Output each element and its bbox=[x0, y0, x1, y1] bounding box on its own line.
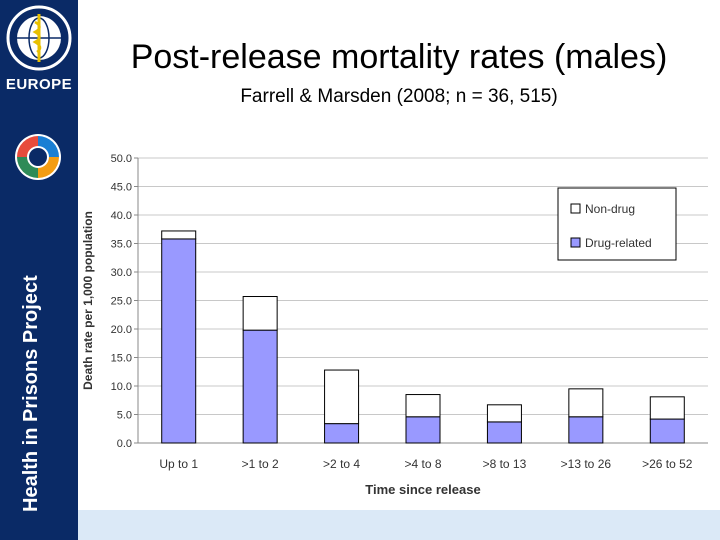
y-tick-label: 25.0 bbox=[111, 296, 132, 308]
legend-label-drug-related: Drug-related bbox=[585, 236, 652, 250]
sidebar: EUROPE Health in Prisons Project bbox=[0, 0, 78, 540]
bar-drug-related bbox=[649, 418, 685, 444]
y-tick-label: 15.0 bbox=[111, 353, 132, 365]
bar-drug-related bbox=[568, 416, 604, 444]
bar-non-drug bbox=[324, 369, 360, 425]
bar-drug-related bbox=[161, 238, 197, 444]
bar-non-drug bbox=[405, 394, 441, 418]
bar-drug-related bbox=[486, 421, 522, 444]
legend-swatch-non-drug bbox=[570, 203, 581, 214]
x-tick-label: >8 to 13 bbox=[483, 457, 527, 471]
bar-chart: 0.0 5.0 10.0 15.0 20.0 25.0 30.0 35.0 40.0 45.0 50… bbox=[81, 153, 708, 497]
bottom-band bbox=[78, 510, 720, 540]
bar-non-drug bbox=[161, 230, 197, 240]
bar-drug-related bbox=[242, 329, 278, 444]
y-tick-label: 10.0 bbox=[111, 381, 132, 393]
y-tick-label: 30.0 bbox=[111, 267, 132, 279]
x-axis-title: Time since release bbox=[365, 482, 480, 497]
y-tick-label: 45.0 bbox=[111, 182, 132, 194]
y-tick-label: 5.0 bbox=[117, 410, 132, 422]
slide-title: Post-release mortality rates (males) bbox=[130, 38, 668, 76]
y-tick-label: 50.0 bbox=[111, 153, 132, 165]
bar-non-drug bbox=[486, 404, 522, 423]
legend-label-non-drug: Non-drug bbox=[585, 202, 635, 216]
x-tick-label: >2 to 4 bbox=[323, 457, 360, 471]
y-tick-label: 20.0 bbox=[111, 324, 132, 336]
x-tick-label: Up to 1 bbox=[159, 457, 198, 471]
slide-subtitle: Farrell & Marsden (2008; n = 36, 515) bbox=[240, 86, 558, 107]
project-logo-icon bbox=[15, 134, 61, 180]
chart-container: 0.0 5.0 10.0 15.0 20.0 25.0 30.0 35.0 40.0 45.0 50… bbox=[78, 140, 720, 510]
x-tick-label: >13 to 26 bbox=[561, 457, 612, 471]
y-tick-label: 0.0 bbox=[117, 438, 132, 450]
bar-drug-related bbox=[405, 416, 441, 444]
bar-drug-related bbox=[324, 423, 360, 444]
bar-non-drug bbox=[568, 388, 604, 418]
x-tick-label: >26 to 52 bbox=[642, 457, 693, 471]
legend-box bbox=[557, 187, 677, 261]
y-axis-title: Death rate per 1,000 population bbox=[81, 211, 95, 390]
legend-swatch-drug-related bbox=[570, 237, 581, 248]
y-tick-label: 35.0 bbox=[111, 239, 132, 251]
bar-non-drug bbox=[649, 396, 685, 420]
x-tick-label: >1 to 2 bbox=[242, 457, 279, 471]
y-tick-label: 40.0 bbox=[111, 210, 132, 222]
bar-non-drug bbox=[242, 296, 278, 331]
x-tick-label: >4 to 8 bbox=[404, 457, 441, 471]
sidebar-project-label: Health in Prisons Project bbox=[20, 275, 42, 512]
logo-region-text: EUROPE bbox=[5, 76, 73, 93]
who-emblem-icon bbox=[6, 5, 72, 71]
